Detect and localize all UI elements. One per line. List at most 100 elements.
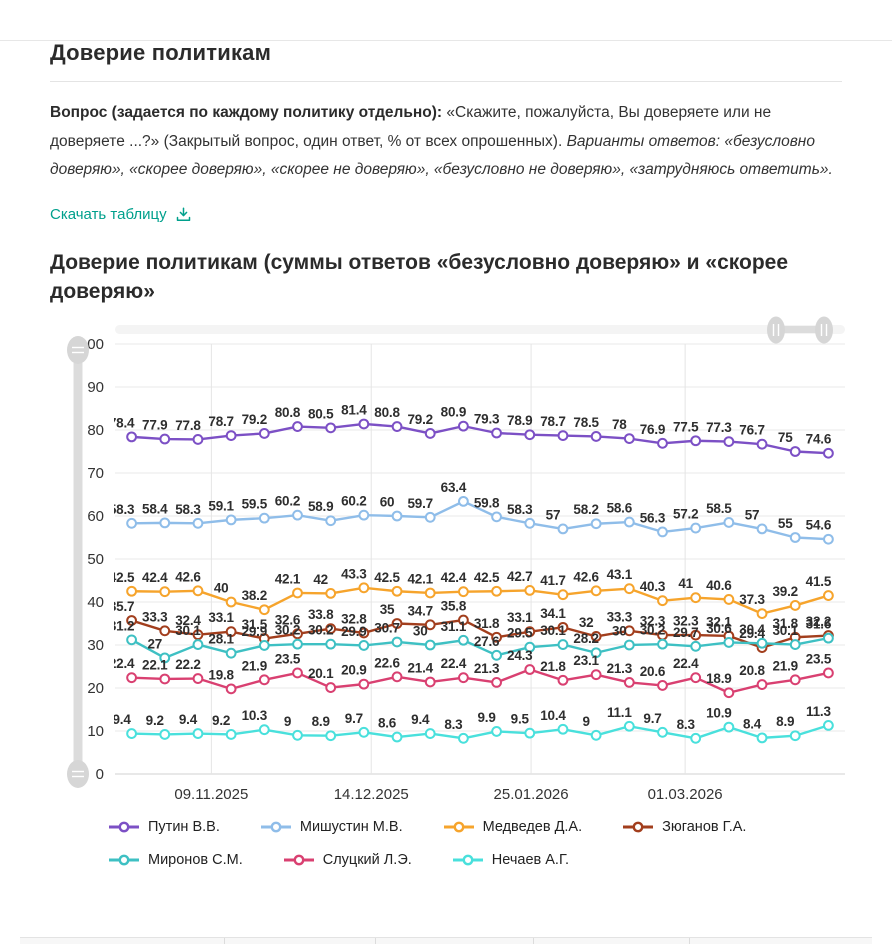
data-point-label: 32.3: [673, 613, 699, 628]
data-point: [590, 669, 602, 680]
data-point-label: 40.6: [706, 578, 732, 593]
series-line: [130, 724, 830, 740]
data-point-label: 30.7: [374, 620, 399, 635]
data-point: [325, 587, 337, 599]
data-point-label: 80.8: [374, 405, 400, 420]
main-content: Доверие политикам Вопрос (задается по ка…: [50, 40, 845, 868]
data-point-label: 59.8: [474, 495, 500, 510]
download-table-link[interactable]: Скачать таблицу: [50, 206, 191, 223]
data-point: [225, 728, 237, 740]
horizontal-scrollbar[interactable]: [115, 316, 845, 344]
data-point-label: 41.7: [540, 573, 565, 588]
data-point-label: 22.4: [109, 656, 135, 671]
data-point: [491, 585, 502, 597]
legend-label: Нечаев А.Г.: [491, 851, 570, 868]
data-point: [159, 673, 171, 685]
data-point: [159, 625, 171, 637]
data-point-label: 80.5: [308, 406, 334, 421]
data-point-label: 42: [313, 572, 328, 587]
data-point-label: 58.3: [175, 502, 201, 517]
legend-item-Нечаев А.Г.[interactable]: Нечаев А.Г.: [452, 852, 569, 868]
data-point-label: 79.2: [407, 412, 432, 427]
data-point-label: 77.8: [175, 418, 201, 433]
data-point-label: 28.1: [208, 631, 234, 646]
page-top-border: [0, 40, 892, 41]
data-point: [690, 435, 702, 446]
legend-item-Миронов С.М.[interactable]: Миронов С.М.: [108, 852, 243, 868]
data-point-label: 40: [214, 580, 229, 595]
data-point-label: 31.6: [806, 616, 832, 631]
data-point-label: 77.9: [142, 417, 167, 432]
y-tick-label: 30: [87, 637, 104, 654]
chart-area: 0 10 20 30 40 50 60 70 80 90 100 09.11.2025 14.12.20…: [50, 315, 850, 803]
vertical-scrollbar[interactable]: [67, 335, 89, 788]
data-point-label: 32.8: [341, 611, 367, 626]
data-point-label: 78.9: [507, 413, 532, 428]
data-point: [524, 429, 536, 440]
data-point: [789, 638, 801, 650]
data-point: [623, 583, 635, 594]
data-point-label: 74.6: [806, 432, 832, 447]
y-tick-label: 10: [87, 723, 104, 740]
data-point-label: 38.2: [242, 588, 267, 603]
scrollbar-handle[interactable]: [67, 335, 89, 364]
data-point-label: 29.9: [242, 624, 267, 639]
legend-item-Медведев Д.А.[interactable]: Медведев Д.А.: [443, 819, 582, 835]
data-point-label: 42.6: [573, 569, 599, 584]
data-point-label: 9.9: [478, 710, 496, 725]
legend-item-Зюганов Г.А.[interactable]: Зюганов Г.А.: [622, 819, 746, 835]
data-point: [325, 681, 337, 693]
data-point-label: 41.5: [806, 574, 832, 589]
data-point-label: 32.2: [806, 614, 831, 629]
data-point-label: 30.1: [175, 623, 201, 638]
title-divider: [50, 81, 842, 82]
data-point-label: 42.1: [275, 571, 301, 586]
data-point: [756, 637, 768, 649]
data-point-label: 33.3: [142, 609, 168, 624]
legend-item-Слуцкий Л.Э.[interactable]: Слуцкий Л.Э.: [283, 852, 412, 868]
scrollbar-handle[interactable]: [767, 316, 785, 344]
data-point-label: 21.9: [772, 658, 797, 673]
data-point: [358, 582, 370, 594]
data-point-label: 31.2: [109, 618, 134, 633]
data-point-label: 20.8: [739, 663, 765, 678]
data-point-label: 80.8: [275, 405, 301, 420]
data-point: [458, 672, 469, 683]
data-point-label: 60.2: [275, 493, 300, 508]
data-point: [192, 672, 204, 684]
legend-item-Мишустин М.В.[interactable]: Мишустин М.В.: [260, 819, 403, 835]
data-point-label: 9.4: [179, 712, 198, 727]
data-point-label: 31.5: [242, 617, 268, 632]
data-point: [590, 518, 602, 529]
data-point-label: 9.2: [146, 713, 164, 728]
data-point-label: 78.7: [540, 414, 565, 429]
data-point: [391, 731, 403, 743]
data-point-label: 8.6: [378, 715, 397, 730]
legend-marker-icon: [283, 854, 314, 866]
legend-item-Путин В.В.[interactable]: Путин В.В.: [108, 819, 220, 835]
data-point: [690, 672, 702, 683]
scrollbar-handle[interactable]: [815, 316, 833, 344]
data-point: [391, 636, 403, 648]
data-point-label: 30.2: [275, 622, 300, 637]
data-point-label: 35.8: [441, 598, 467, 613]
data-point-label: 22.1: [142, 657, 168, 672]
data-point-label: 9.7: [345, 711, 363, 726]
data-point-label: 57: [546, 507, 561, 522]
legend-marker-icon: [109, 854, 139, 866]
y-tick-label: 80: [87, 422, 104, 439]
data-point: [524, 517, 536, 529]
data-point: [159, 728, 171, 740]
data-point: [258, 512, 270, 524]
data-point-label: 33.1: [208, 610, 234, 625]
scrollbar-handle[interactable]: [67, 759, 89, 788]
data-point: [424, 427, 436, 439]
data-point: [126, 727, 137, 739]
data-point-label: 21.3: [607, 661, 633, 676]
y-tick-label: 60: [87, 508, 104, 525]
data-point: [391, 617, 403, 629]
data-point-label: 32.3: [640, 613, 666, 628]
data-point: [258, 639, 270, 651]
data-point-label: 24.3: [507, 648, 533, 663]
